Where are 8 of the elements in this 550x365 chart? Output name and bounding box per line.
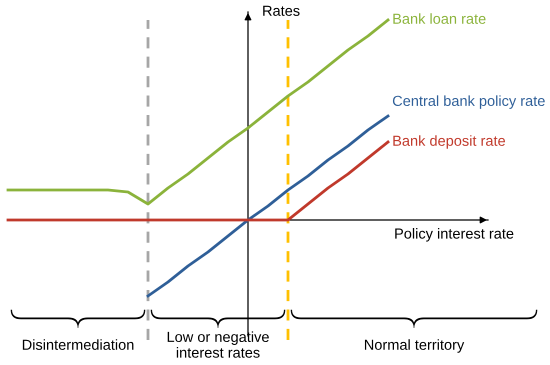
series-label: Bank deposit rate xyxy=(393,135,506,149)
y-axis-title: Rates xyxy=(263,6,300,16)
series-label: Bank loan rate xyxy=(393,13,486,24)
text: Normal territory xyxy=(364,339,464,353)
series-label: Central bank policy rate xyxy=(392,95,545,109)
text: Low or negative interest rates xyxy=(168,331,269,358)
x-axis-title: Policy interest rate xyxy=(395,228,514,242)
text: Disintermediation xyxy=(22,339,134,350)
